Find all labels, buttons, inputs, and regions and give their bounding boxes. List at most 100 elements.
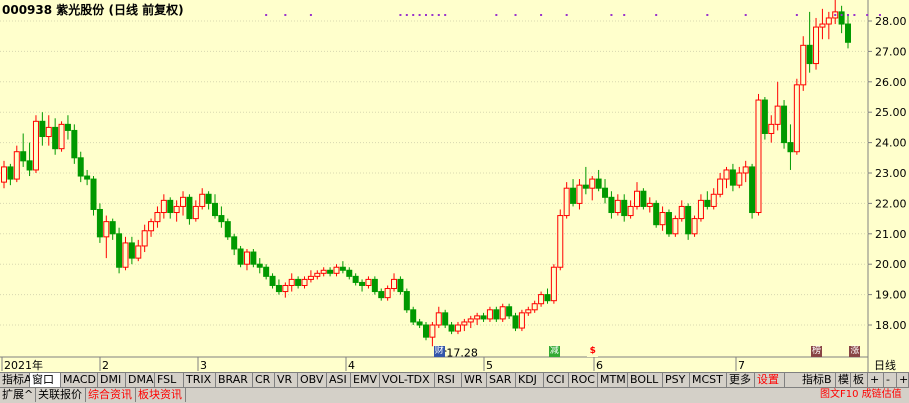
bottom-tab[interactable]: 关联报价 <box>36 388 86 402</box>
candle-body <box>45 126 52 138</box>
event-badge[interactable]: 涨 <box>849 346 861 357</box>
indicator-button[interactable]: CR <box>253 373 275 387</box>
event-mark <box>514 14 517 16</box>
candle-body <box>781 105 788 144</box>
candle-body <box>838 11 845 25</box>
candle-body <box>403 291 410 311</box>
candle-body <box>691 218 698 235</box>
candle-body <box>212 202 218 217</box>
bottom-tab[interactable]: 板块资讯 <box>136 388 186 402</box>
indicator-button[interactable]: 设置 <box>755 373 785 387</box>
event-mark <box>878 14 881 16</box>
candle-body <box>704 199 711 207</box>
candle-body <box>723 169 730 180</box>
candle-body <box>135 245 142 259</box>
indicator-button[interactable]: DMA <box>128 373 155 387</box>
y-tick-label: 26.00 <box>875 76 907 89</box>
candle-body <box>32 120 39 171</box>
event-badge[interactable]: $ <box>587 346 599 357</box>
y-tick-label: 23.00 <box>875 167 907 180</box>
indicator-button[interactable]: MTM <box>598 373 628 387</box>
candle-body <box>678 205 685 220</box>
bottom-tab[interactable]: 综合资讯 <box>86 388 136 402</box>
candle-body <box>307 275 314 280</box>
candle-body <box>1 166 7 183</box>
kline-chart[interactable]: 18.00 19.00 20.00 21.00 22.00 23.00 24.00 25.00… <box>0 0 909 372</box>
event-mark <box>565 14 568 16</box>
indicator-button[interactable]: DMI <box>98 373 126 387</box>
candle-body <box>621 199 628 217</box>
indicator-button[interactable]: OBV <box>298 373 327 387</box>
candle-body <box>205 193 212 204</box>
indicator-button[interactable]: BRAR <box>216 373 253 387</box>
toolbar-right-button[interactable]: 板 <box>851 373 868 387</box>
bottom-tab[interactable]: 扩展^ <box>0 388 36 402</box>
candle-body <box>167 199 174 214</box>
indicator-button[interactable]: VOL-TDX <box>380 373 435 387</box>
indicator-button[interactable]: 窗口 <box>30 373 61 387</box>
toolbar-right-button[interactable]: + <box>899 373 909 387</box>
event-mark <box>437 14 440 16</box>
candle-body <box>116 233 123 268</box>
toolbar-right-button[interactable]: 模 <box>838 373 851 387</box>
indicator-button[interactable]: EMV <box>351 373 380 387</box>
event-badge[interactable]: 榜 <box>811 346 823 357</box>
indicator-button[interactable]: MCST <box>690 373 727 387</box>
candle-body <box>755 99 762 214</box>
indicator-button[interactable]: WR <box>462 373 487 387</box>
indicator-button[interactable]: BOLL <box>628 373 663 387</box>
toolbar-right-button[interactable]: 指标B <box>800 373 836 387</box>
candle-body <box>192 205 199 220</box>
candle-body <box>243 251 250 265</box>
candle-body <box>685 205 692 235</box>
candle-body <box>576 184 583 204</box>
candle-body <box>39 120 46 138</box>
indicator-button[interactable]: RSI <box>435 373 462 387</box>
event-mark <box>853 14 856 16</box>
indicator-button[interactable]: ROC <box>569 373 598 387</box>
event-mark <box>309 14 312 16</box>
candle-body <box>288 278 295 286</box>
candle-body <box>26 160 33 171</box>
event-mark <box>623 14 626 16</box>
indicator-button[interactable]: PSY <box>663 373 690 387</box>
candle-body <box>729 169 736 186</box>
candle-body <box>199 193 206 207</box>
candle-body <box>148 221 155 232</box>
indicator-button[interactable]: KDJ <box>516 373 544 387</box>
candle-body <box>173 205 180 214</box>
candle-body <box>7 166 14 180</box>
indicator-button[interactable]: VR <box>275 373 298 387</box>
candle-body <box>493 309 500 320</box>
indicator-button[interactable]: TRIX <box>184 373 216 387</box>
toolbar-right-button[interactable]: + <box>868 373 884 387</box>
x-tick-label: 3 <box>200 359 207 372</box>
indicator-button[interactable]: FSL <box>155 373 184 387</box>
indicator-button[interactable]: 指标A <box>2 373 32 387</box>
event-badge[interactable]: 减 <box>548 346 560 357</box>
candle-body <box>58 123 65 150</box>
candle-body <box>761 99 768 134</box>
candle-body <box>256 263 263 268</box>
event-badge[interactable]: 财 <box>433 346 445 357</box>
candle-body <box>448 324 455 332</box>
candle-body <box>410 309 417 323</box>
candle-body <box>365 278 372 286</box>
candle-body <box>717 178 724 195</box>
event-mark <box>399 14 402 16</box>
candle-body <box>320 269 327 274</box>
indicator-button[interactable]: SAR <box>487 373 516 387</box>
candle-body <box>295 278 302 286</box>
candle-body <box>787 142 794 153</box>
candle-body <box>819 23 826 28</box>
toolbar-right-button[interactable]: - <box>884 373 897 387</box>
candle-body <box>231 236 238 250</box>
event-mark <box>744 14 747 16</box>
indicator-button[interactable]: ASI <box>327 373 351 387</box>
period-label[interactable]: 日线 <box>874 359 896 372</box>
indicator-button[interactable]: CCI <box>544 373 569 387</box>
candle-body <box>128 242 135 259</box>
indicator-button[interactable]: 更多 <box>727 373 755 387</box>
indicator-button[interactable]: MACD <box>61 373 98 387</box>
f10-link[interactable]: 图文F10 成链估值 <box>820 389 902 400</box>
